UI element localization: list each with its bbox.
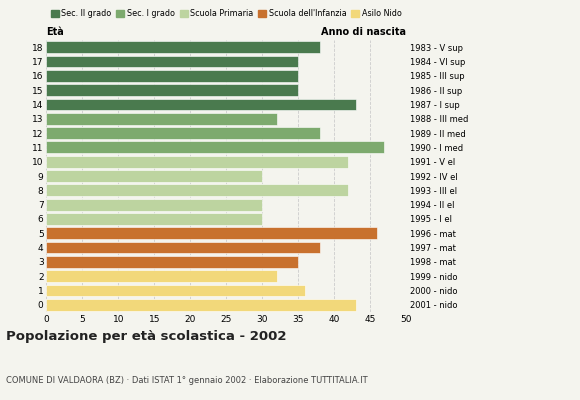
Bar	[46, 213, 262, 225]
Bar	[46, 142, 385, 153]
Text: Età: Età	[46, 27, 64, 37]
Bar	[46, 199, 262, 210]
Bar	[46, 170, 262, 182]
Bar	[46, 299, 356, 311]
Bar	[46, 98, 356, 110]
Bar	[46, 41, 320, 53]
Bar	[46, 156, 349, 168]
Bar	[46, 56, 298, 67]
Bar	[46, 227, 377, 239]
Bar	[46, 127, 320, 139]
Bar	[46, 84, 298, 96]
Bar	[46, 242, 320, 254]
Bar	[46, 113, 277, 125]
Bar	[46, 70, 298, 82]
Text: Popolazione per età scolastica - 2002: Popolazione per età scolastica - 2002	[6, 330, 287, 343]
Legend: Sec. II grado, Sec. I grado, Scuola Primaria, Scuola dell'Infanzia, Asilo Nido: Sec. II grado, Sec. I grado, Scuola Prim…	[48, 6, 405, 22]
Bar	[46, 256, 298, 268]
Bar	[46, 270, 277, 282]
Bar	[46, 285, 305, 296]
Text: Anno di nascita: Anno di nascita	[321, 27, 406, 37]
Text: COMUNE DI VALDAORA (BZ) · Dati ISTAT 1° gennaio 2002 · Elaborazione TUTTITALIA.I: COMUNE DI VALDAORA (BZ) · Dati ISTAT 1° …	[6, 376, 367, 385]
Bar	[46, 184, 349, 196]
